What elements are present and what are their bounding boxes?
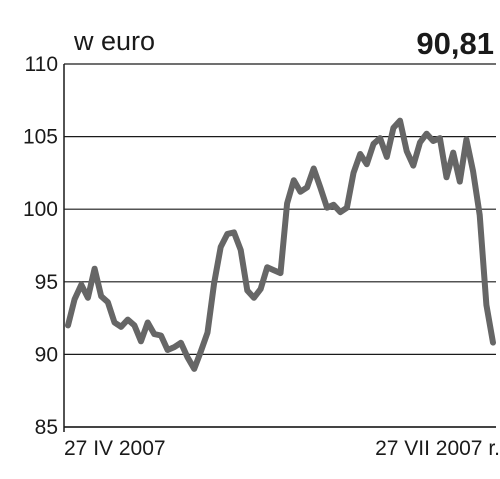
y-tick-label-95: 95 xyxy=(35,271,58,294)
unit-label: w euro xyxy=(73,26,155,56)
y-axis-tick-labels: 85 90 95 100 105 110 xyxy=(23,53,58,439)
y-tick-label-100: 100 xyxy=(23,198,58,221)
series-line xyxy=(65,117,496,372)
gridlines xyxy=(64,63,496,428)
x-start-date-label: 27 IV 2007 xyxy=(64,437,166,460)
y-tick-label-85: 85 xyxy=(35,416,58,439)
y-tick-label-90: 90 xyxy=(35,343,58,366)
y-tick-label-105: 105 xyxy=(23,126,58,149)
y-tick-label-110: 110 xyxy=(25,53,58,76)
last-value-label: 90,81 xyxy=(416,26,494,61)
x-end-date-label: 27 VII 2007 r. xyxy=(375,437,500,460)
